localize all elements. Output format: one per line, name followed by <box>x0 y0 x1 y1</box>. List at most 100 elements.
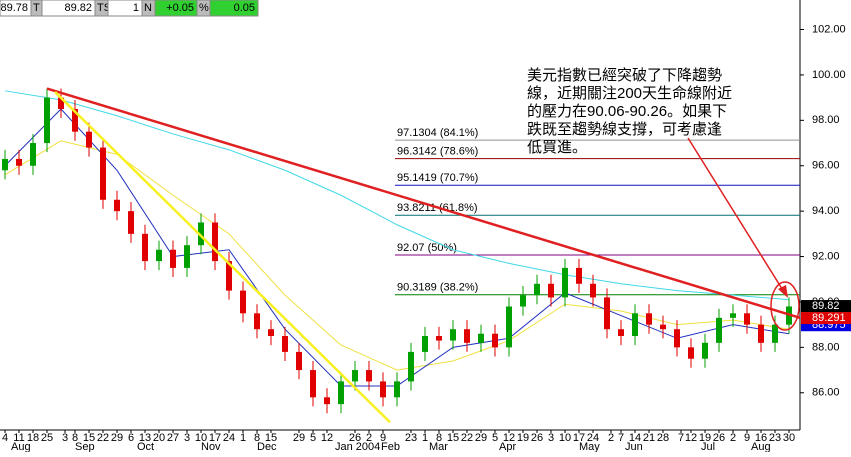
candle-body <box>72 108 78 132</box>
y-tick-label: 100.00 <box>812 69 846 81</box>
price-tag-label: 89.291 <box>812 312 846 324</box>
candle-body <box>338 381 344 405</box>
y-tick-label: 86.00 <box>812 387 840 399</box>
x-tick-label: 3 <box>548 432 554 444</box>
x-tick-label: 25 <box>41 432 53 444</box>
header-text: T <box>33 2 40 14</box>
candle-body <box>548 283 554 298</box>
x-tick-label: 22 <box>97 432 109 444</box>
x-tick-label: 8 <box>254 432 260 444</box>
annotation-line: 美元指數已經突破了下降趨勢 <box>527 67 722 84</box>
price-tag <box>801 300 851 313</box>
candle-body <box>142 233 148 262</box>
header-text: 0.05 <box>234 2 255 14</box>
fib-label: 95.1419 (70.7%) <box>397 172 478 184</box>
trendline <box>54 91 391 424</box>
candle-body <box>268 329 274 337</box>
x-tick-label: 20 <box>153 432 165 444</box>
x-tick-label: 7 <box>678 432 684 444</box>
candle-body <box>394 381 400 398</box>
month-label: Aug <box>11 441 31 452</box>
candle-body <box>436 336 442 341</box>
x-tick-label: 10 <box>559 432 571 444</box>
y-tick-label: 92.00 <box>812 250 840 262</box>
header-text: 89.82 <box>64 2 92 14</box>
candle-body <box>156 249 162 262</box>
x-tick-label: 5 <box>310 432 316 444</box>
fib-label: 96.3142 (78.6%) <box>397 146 478 158</box>
y-tick-label: 98.00 <box>812 114 840 126</box>
candle-body <box>618 329 624 337</box>
candle-body <box>730 313 736 318</box>
candle-body <box>576 267 582 284</box>
candle-body <box>324 397 330 405</box>
candle-body <box>674 329 680 348</box>
month-label: Aug <box>751 441 771 452</box>
y-tick-label: 96.00 <box>812 160 840 172</box>
x-tick-label: 9 <box>744 432 750 444</box>
header-text: N <box>144 2 152 14</box>
month-label: Dec <box>257 441 277 452</box>
x-tick-label: 30 <box>783 432 795 444</box>
x-tick-label: 19 <box>699 432 711 444</box>
candle-body <box>758 324 764 343</box>
candle-body <box>646 313 652 325</box>
month-label: Feb <box>381 441 400 452</box>
candle-body <box>296 351 302 371</box>
x-tick-label: 13 <box>139 432 151 444</box>
candle-body <box>184 245 190 268</box>
x-tick-label: 17 <box>573 432 585 444</box>
price-tag-label: 89.82 <box>812 300 840 312</box>
header-box <box>209 0 259 17</box>
candle-body <box>688 347 694 359</box>
month-label: May <box>579 441 600 452</box>
candle-body <box>86 131 92 148</box>
x-tick-label: 3 <box>62 432 68 444</box>
candle-body <box>590 283 596 298</box>
candle-body <box>660 324 666 330</box>
candle-body <box>716 317 722 343</box>
x-tick-label: 15 <box>447 432 459 444</box>
x-tick-label: 12 <box>321 432 333 444</box>
candle-body <box>212 222 218 262</box>
x-tick-label: 7 <box>618 432 624 444</box>
candle-body <box>492 333 498 348</box>
candle-body <box>478 333 484 343</box>
x-tick-label: 18 <box>27 432 39 444</box>
month-label: Jun <box>625 441 643 452</box>
candle-body <box>562 267 568 298</box>
header-text: 89.78 <box>0 2 28 14</box>
x-tick-label: 22 <box>461 432 473 444</box>
x-tick-label: 26 <box>349 432 361 444</box>
x-tick-label: 8 <box>436 432 442 444</box>
candle-body <box>632 313 638 337</box>
x-tick-label: 11 <box>13 432 24 444</box>
candle-body <box>422 336 428 352</box>
candle-body <box>58 97 64 109</box>
candle-body <box>604 297 610 330</box>
candle-body <box>450 329 456 341</box>
x-tick-label: 2 <box>730 432 736 444</box>
candle-body <box>464 329 470 343</box>
month-label: Oct <box>137 441 154 452</box>
candle-body <box>744 313 750 325</box>
candle-body <box>702 342 708 359</box>
header-text: % <box>199 2 209 14</box>
candle-body <box>282 336 288 352</box>
candle-body <box>254 313 260 330</box>
x-tick-label: 2 <box>608 432 614 444</box>
x-tick-label: 15 <box>265 432 277 444</box>
y-tick-label: 88.00 <box>812 341 840 353</box>
candle-body <box>114 199 120 212</box>
arrow-head <box>778 285 788 298</box>
candle-body <box>352 370 358 382</box>
candle-body <box>170 249 176 268</box>
candle-body <box>520 295 526 307</box>
candle-body <box>772 324 778 343</box>
x-tick-label: 29 <box>293 432 305 444</box>
x-tick-label: 10 <box>195 432 207 444</box>
month-label: Mar <box>429 441 448 452</box>
candle-body <box>128 211 134 234</box>
